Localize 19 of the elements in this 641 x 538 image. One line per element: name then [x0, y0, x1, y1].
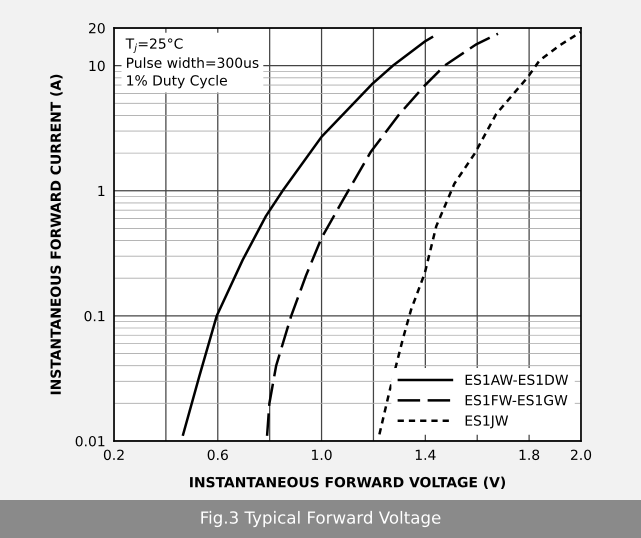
annotation: T$_{j}$=25°C Pulse width=300us 1% Duty Cycle [126, 38, 258, 88]
x-tick-label: 0.2 [104, 450, 124, 460]
y-tick-label: 20 [89, 22, 105, 34]
y-axis-title: INSTANTANEOUS FORWARD CURRENT (A) [50, 74, 63, 394]
y-tick-label: 0.1 [84, 310, 104, 322]
legend-label: ES1JW [466, 415, 508, 428]
y-tick-label: 1 [98, 186, 104, 196]
x-tick-label: 1.8 [520, 450, 540, 460]
y-tick-label: 10 [90, 60, 105, 72]
legend-label: ES1AW-ES1DW [466, 374, 568, 386]
y-tick-label: 0.01 [76, 436, 104, 446]
x-tick-label: 0.6 [208, 450, 228, 460]
x-axis-title: INSTANTANEOUS FORWARD VOLTAGE (V) [190, 476, 506, 490]
x-tick-label: 1.0 [312, 450, 332, 460]
x-tick-label: 2.0 [570, 450, 592, 460]
caption: Fig.3 Typical Forward Voltage [201, 510, 440, 528]
x-tick-label: 1.4 [416, 450, 436, 460]
legend-label: ES1FW-ES1GW [466, 394, 568, 406]
line-series [378, 30, 581, 436]
